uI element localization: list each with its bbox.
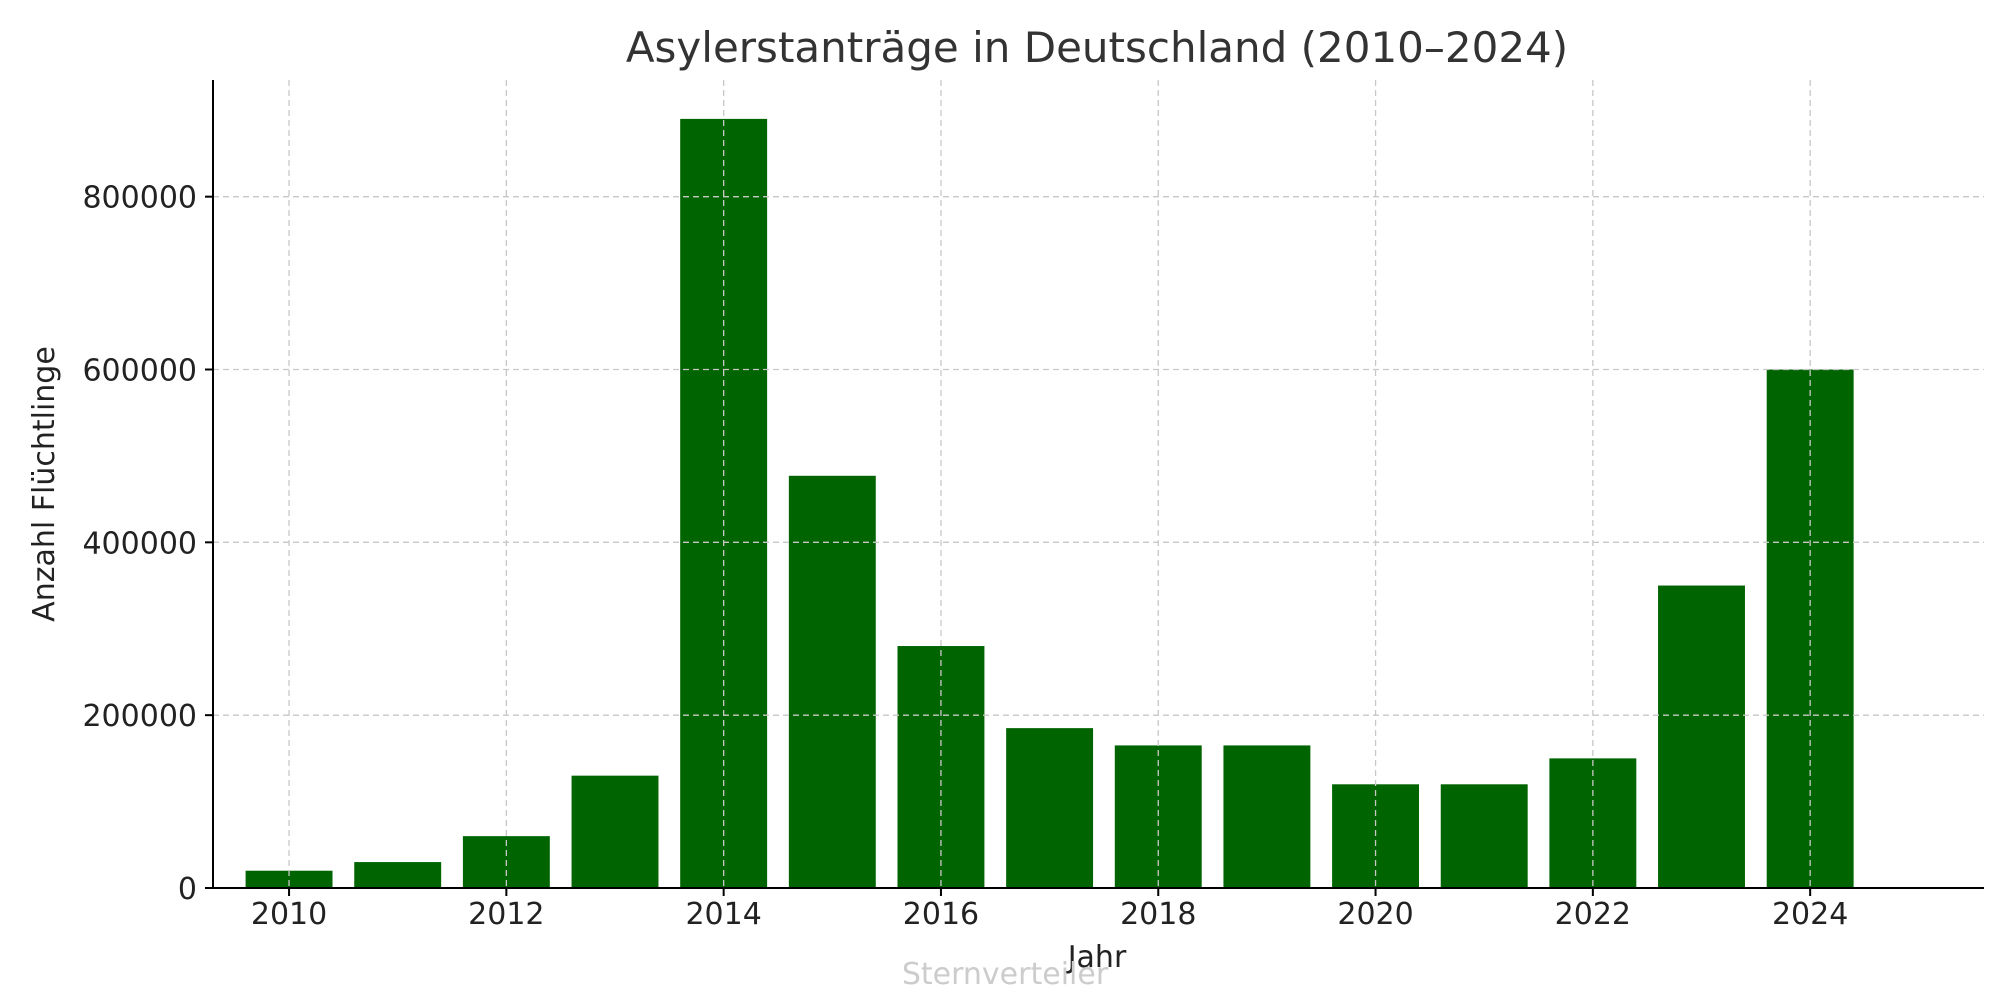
bar-2015 [788,475,876,888]
chart-title: Asylerstanträge in Deutschland (2010–202… [626,23,1568,72]
x-tick-label: 2020 [1337,897,1413,932]
y-tick-label: 800000 [82,181,197,216]
x-axis-label: Jahr [1066,940,1127,975]
bar-2021 [1440,784,1528,888]
bar-2011 [354,862,442,888]
x-tick-label: 2014 [685,897,761,932]
x-tick-label: 2024 [1772,897,1848,932]
x-tick-label: 2018 [1120,897,1196,932]
bar-2013 [571,775,659,888]
bar-2018 [1114,745,1202,888]
y-tick-label: 400000 [82,526,197,561]
y-tick-label: 0 [178,872,197,907]
x-tick-label: 2022 [1555,897,1631,932]
x-tick-label: 2010 [251,897,327,932]
bar-2016 [897,646,985,888]
x-tick-label: 2012 [468,897,544,932]
y-tick-label: 200000 [82,699,197,734]
y-axis-label: Anzahl Flüchtlinge [27,346,62,622]
bar-2019 [1223,745,1311,888]
x-tick-labels: 2010 2012 2014 2016 2018 2020 2022 2024 [251,888,1848,932]
bars [245,118,1854,889]
bar-2023 [1658,585,1745,888]
bar-2010 [245,870,333,888]
bar-2017 [1006,728,1094,888]
watermark-text: Sternverteiler [902,957,1109,992]
y-tick-labels: 0 200000 400000 600000 800000 [82,181,213,907]
y-tick-label: 600000 [82,353,197,388]
gridlines [213,80,1984,888]
x-tick-label: 2016 [903,897,979,932]
axes [212,80,1984,889]
